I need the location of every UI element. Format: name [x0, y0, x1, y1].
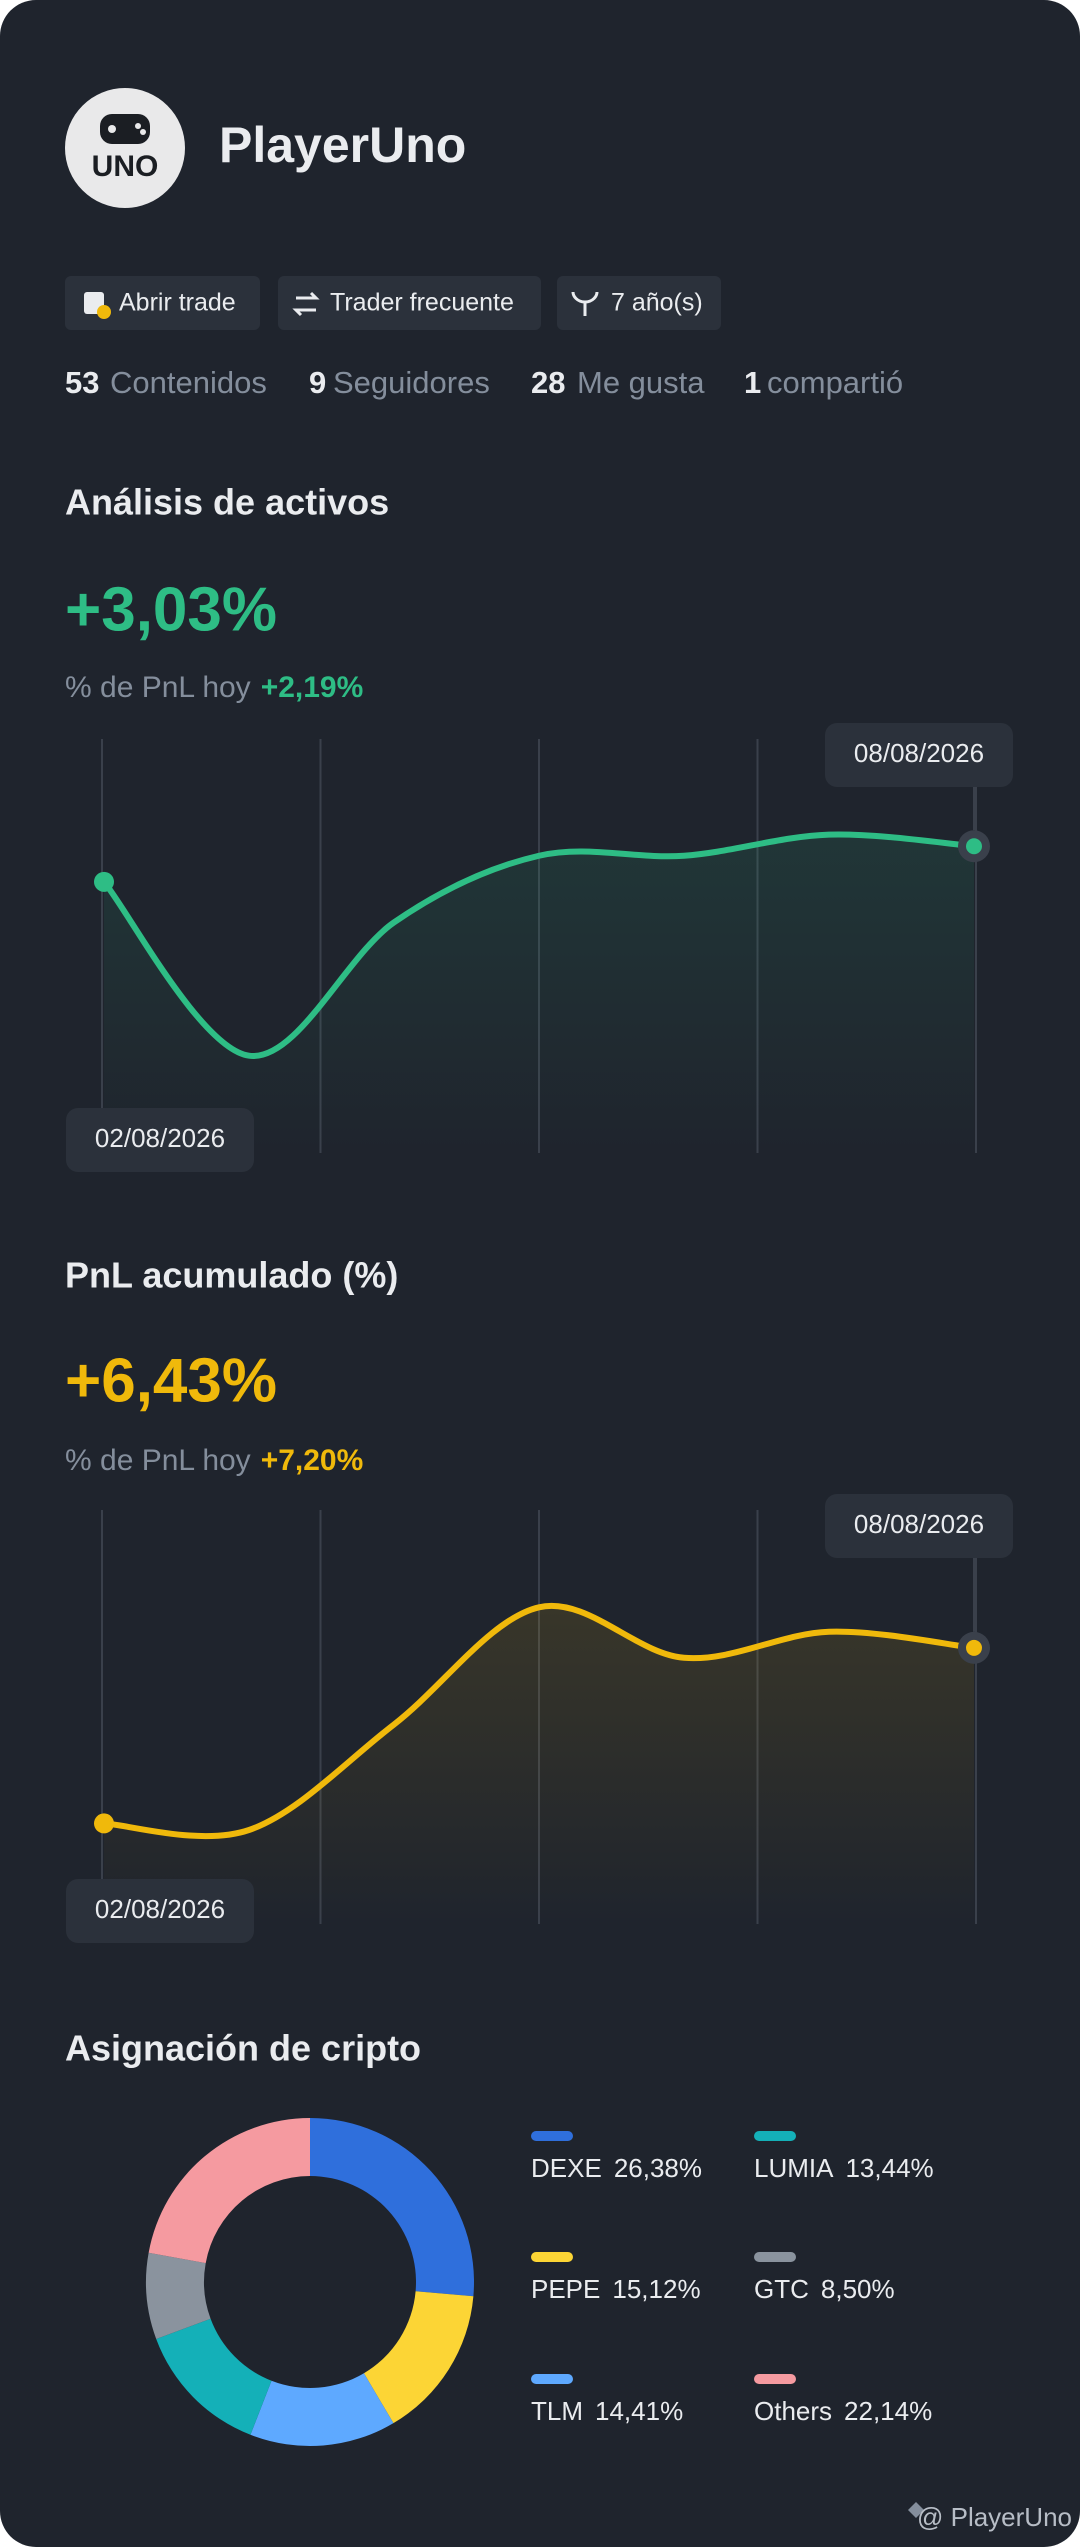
- tag-icon: [292, 291, 320, 317]
- legend-swatch: [531, 2131, 573, 2141]
- footer-logo: [908, 2502, 924, 2518]
- legend-name: PEPE: [531, 2274, 600, 2304]
- gamepad-button: [135, 123, 141, 129]
- date-label: 08/08/2026: [825, 723, 1013, 787]
- stat-label: Seguidores: [333, 365, 490, 400]
- legend-value: 13,44%: [845, 2153, 933, 2183]
- date-label-text: 08/08/2026: [854, 738, 984, 768]
- donut-segment: [156, 2318, 272, 2435]
- date-label-background: [825, 723, 1013, 787]
- date-label-background: [825, 1494, 1013, 1558]
- date-label-text: 02/08/2026: [95, 1123, 225, 1153]
- line: [101, 831, 977, 1059]
- date-label-text: 08/08/2026: [854, 1509, 984, 1539]
- line: [101, 1602, 977, 1840]
- stat-label: Contenidos: [110, 365, 267, 400]
- avatar: UNO: [65, 88, 185, 208]
- stat-count: 28: [531, 365, 565, 400]
- date-label: 02/08/2026: [66, 1108, 254, 1172]
- gamepad-icon: [100, 114, 150, 144]
- headline-value: +3,03%: [65, 575, 277, 644]
- donut-segment: [310, 2118, 474, 2297]
- start-point: [94, 1813, 114, 1834]
- gamepad-button: [140, 129, 146, 135]
- legend-value: 15,12%: [612, 2274, 700, 2304]
- stat-count: 53: [65, 365, 99, 400]
- donut-segment: [148, 2118, 310, 2264]
- stat-label: Me gusta: [577, 365, 705, 400]
- tag-icon-badge: [97, 305, 111, 319]
- tag-background[interactable]: [65, 276, 260, 330]
- tag[interactable]: Trader frecuente: [278, 276, 541, 330]
- gamepad-dpad: [108, 125, 116, 133]
- subtitle-label: % de PnL hoy: [65, 1444, 251, 1477]
- avatar-text: UNO: [92, 150, 159, 183]
- area: [104, 1605, 974, 1924]
- legend-name: TLM: [531, 2396, 583, 2426]
- footer-watermark: @ PlayerUno: [917, 2502, 1072, 2532]
- legend-swatch: [754, 2131, 796, 2141]
- avatar-circle: [65, 88, 185, 208]
- subtitle-value: +2,19%: [261, 671, 364, 704]
- tag[interactable]: Abrir trade: [65, 276, 260, 330]
- tag-icon: [571, 291, 599, 316]
- section-title: PnL acumulado (%): [65, 1255, 398, 1296]
- legend-value: 26,38%: [614, 2153, 702, 2183]
- subtitle-value: +7,20%: [261, 1444, 364, 1477]
- donut-segment: [146, 2252, 211, 2339]
- donut-segment: [250, 2373, 394, 2446]
- section-title: Análisis de activos: [65, 482, 389, 523]
- stat-count: 9: [309, 365, 326, 400]
- date-label-text: 02/08/2026: [95, 1894, 225, 1924]
- profile-name: PlayerUno: [219, 117, 466, 173]
- section-title: Asignación de cripto: [65, 2028, 421, 2069]
- tag-background[interactable]: [278, 276, 541, 330]
- legend-name: GTC: [754, 2274, 809, 2304]
- tag-label: 7 año(s): [611, 289, 703, 317]
- legend-value: 22,14%: [844, 2396, 932, 2426]
- tag-label: Abrir trade: [119, 289, 236, 317]
- tag-background[interactable]: [557, 276, 721, 330]
- tag-label: Trader frecuente: [330, 289, 514, 317]
- legend-value: 14,41%: [595, 2396, 683, 2426]
- legend-name: Others: [754, 2396, 832, 2426]
- tag[interactable]: 7 año(s): [557, 276, 721, 330]
- start-point: [94, 871, 114, 892]
- legend-swatch: [531, 2374, 573, 2384]
- end-point: [966, 1639, 982, 1656]
- stat-label: compartió: [767, 365, 903, 400]
- date-label: 08/08/2026: [825, 1494, 1013, 1558]
- stat-count: 1: [744, 365, 761, 400]
- date-label: 02/08/2026: [66, 1879, 254, 1943]
- end-point: [966, 838, 982, 855]
- donut-segment: [363, 2291, 474, 2424]
- legend-swatch: [754, 2374, 796, 2384]
- legend-name: LUMIA: [754, 2153, 834, 2183]
- legend-swatch: [754, 2252, 796, 2262]
- area: [104, 834, 974, 1153]
- headline-value: +6,43%: [65, 1346, 277, 1415]
- subtitle-label: % de PnL hoy: [65, 671, 251, 704]
- date-label-background: [66, 1108, 254, 1172]
- legend-name: DEXE: [531, 2153, 602, 2183]
- date-label-background: [66, 1879, 254, 1943]
- legend-swatch: [531, 2252, 573, 2262]
- legend-value: 8,50%: [821, 2274, 895, 2304]
